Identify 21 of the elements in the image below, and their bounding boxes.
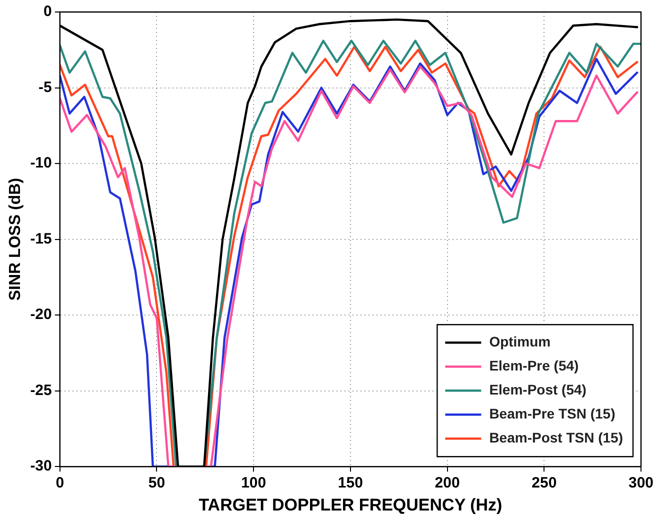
x-tick-label: 200 — [434, 474, 460, 492]
x-tick-label: 250 — [532, 474, 557, 492]
y-tick-label: -20 — [30, 306, 52, 324]
y-tick-label: -30 — [30, 458, 52, 475]
y-tick-label: -10 — [30, 154, 52, 172]
y-tick-label: -25 — [30, 382, 52, 399]
y-axis-title: SINR LOSS (dB) — [7, 178, 24, 301]
legend-label: Optimum — [489, 333, 551, 350]
legend-label: Elem-Pre (54) — [489, 357, 579, 374]
x-tick-label: 50 — [148, 474, 166, 492]
legend-label: Beam-Post TSN (15) — [489, 429, 624, 446]
legend-label: Beam-Pre TSN (15) — [489, 405, 616, 422]
x-tick-label: 0 — [56, 474, 64, 492]
x-tick-label: 300 — [628, 474, 654, 492]
x-tick-label: 150 — [338, 474, 363, 492]
x-axis-title: TARGET DOPPLER FREQUENCY (Hz) — [198, 495, 502, 514]
legend-label: Elem-Post (54) — [489, 381, 586, 398]
y-tick-label: -5 — [38, 78, 52, 96]
y-tick-label: 0 — [44, 3, 52, 20]
y-tick-label: -15 — [30, 230, 52, 248]
x-tick-label: 100 — [241, 474, 266, 492]
